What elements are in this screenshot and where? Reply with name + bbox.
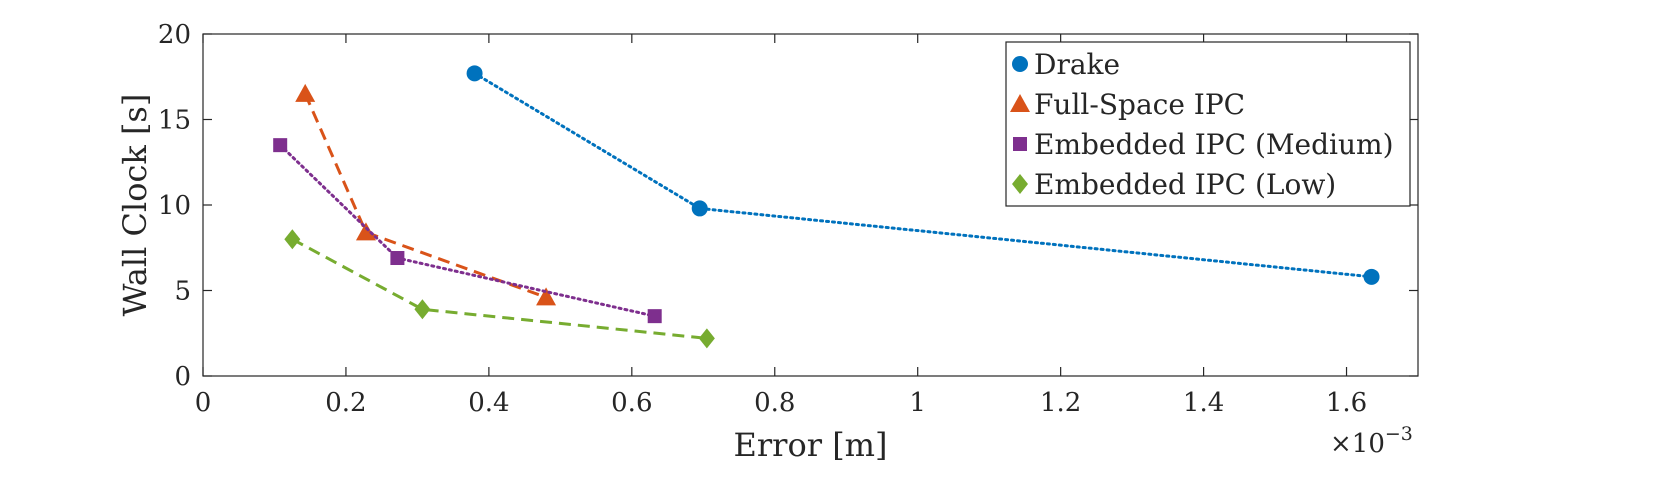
legend-marker xyxy=(1010,94,1030,112)
legend-item: Full-Space IPC xyxy=(1010,88,1245,121)
axis-ticks: 0 0.2 0.4 0.6 0.8 1 1.2 1.4 1.6 0 5 10 15 20 xyxy=(158,20,1418,418)
legend-label: Full-Space IPC xyxy=(1034,88,1245,121)
series-layer xyxy=(273,65,1380,349)
legend-label: Embedded IPC (Medium) xyxy=(1034,128,1394,161)
data-point xyxy=(273,138,288,153)
data-point xyxy=(355,222,376,241)
data-point xyxy=(1363,268,1380,285)
series-2 xyxy=(273,138,662,324)
legend-item: Drake xyxy=(1012,48,1120,81)
x-axis-label: Error [m] xyxy=(734,426,888,464)
data-point xyxy=(691,200,708,217)
data-point xyxy=(414,299,431,320)
x-tick-label: 0.6 xyxy=(611,388,652,418)
x-tick-label: 1.2 xyxy=(1040,388,1081,418)
legend-marker xyxy=(1012,56,1028,72)
series-3 xyxy=(284,229,715,349)
data-point xyxy=(284,229,301,250)
legend: Drake Full-Space IPC Embedded IPC (Medium)… xyxy=(1005,41,1411,207)
series-line xyxy=(291,237,708,340)
data-point xyxy=(698,328,715,349)
x-exponent-label: ×10−3 xyxy=(1330,423,1413,459)
x-tick-label: 0.2 xyxy=(325,388,366,418)
series-0 xyxy=(466,65,1380,285)
x-exponent-power: −3 xyxy=(1385,423,1413,445)
legend-marker xyxy=(1012,174,1028,194)
data-point xyxy=(295,83,316,102)
x-tick-label: 1 xyxy=(909,388,926,418)
y-axis-label: Wall Clock [s] xyxy=(116,94,154,317)
x-exponent-base: ×10 xyxy=(1330,429,1385,459)
x-tick-label: 1.6 xyxy=(1326,388,1367,418)
legend-label: Drake xyxy=(1034,48,1120,81)
data-point xyxy=(647,309,662,324)
y-tick-label: 15 xyxy=(158,106,191,136)
legend-item: Embedded IPC (Low) xyxy=(1012,168,1336,201)
data-point xyxy=(536,287,557,306)
data-point xyxy=(466,65,483,82)
data-point xyxy=(390,251,405,266)
x-tick-label: 0 xyxy=(195,388,212,418)
y-tick-label: 10 xyxy=(158,191,191,221)
legend-item: Embedded IPC (Medium) xyxy=(1013,128,1394,161)
legend-label: Embedded IPC (Low) xyxy=(1034,168,1336,201)
x-tick-label: 1.4 xyxy=(1183,388,1224,418)
y-tick-label: 0 xyxy=(174,362,191,392)
y-tick-label: 20 xyxy=(158,20,191,50)
legend-marker xyxy=(1013,137,1027,151)
x-tick-label: 0.8 xyxy=(754,388,795,418)
legend-box xyxy=(1005,41,1411,207)
x-tick-label: 0.4 xyxy=(468,388,509,418)
series-1 xyxy=(295,83,557,306)
y-tick-label: 5 xyxy=(174,277,191,307)
